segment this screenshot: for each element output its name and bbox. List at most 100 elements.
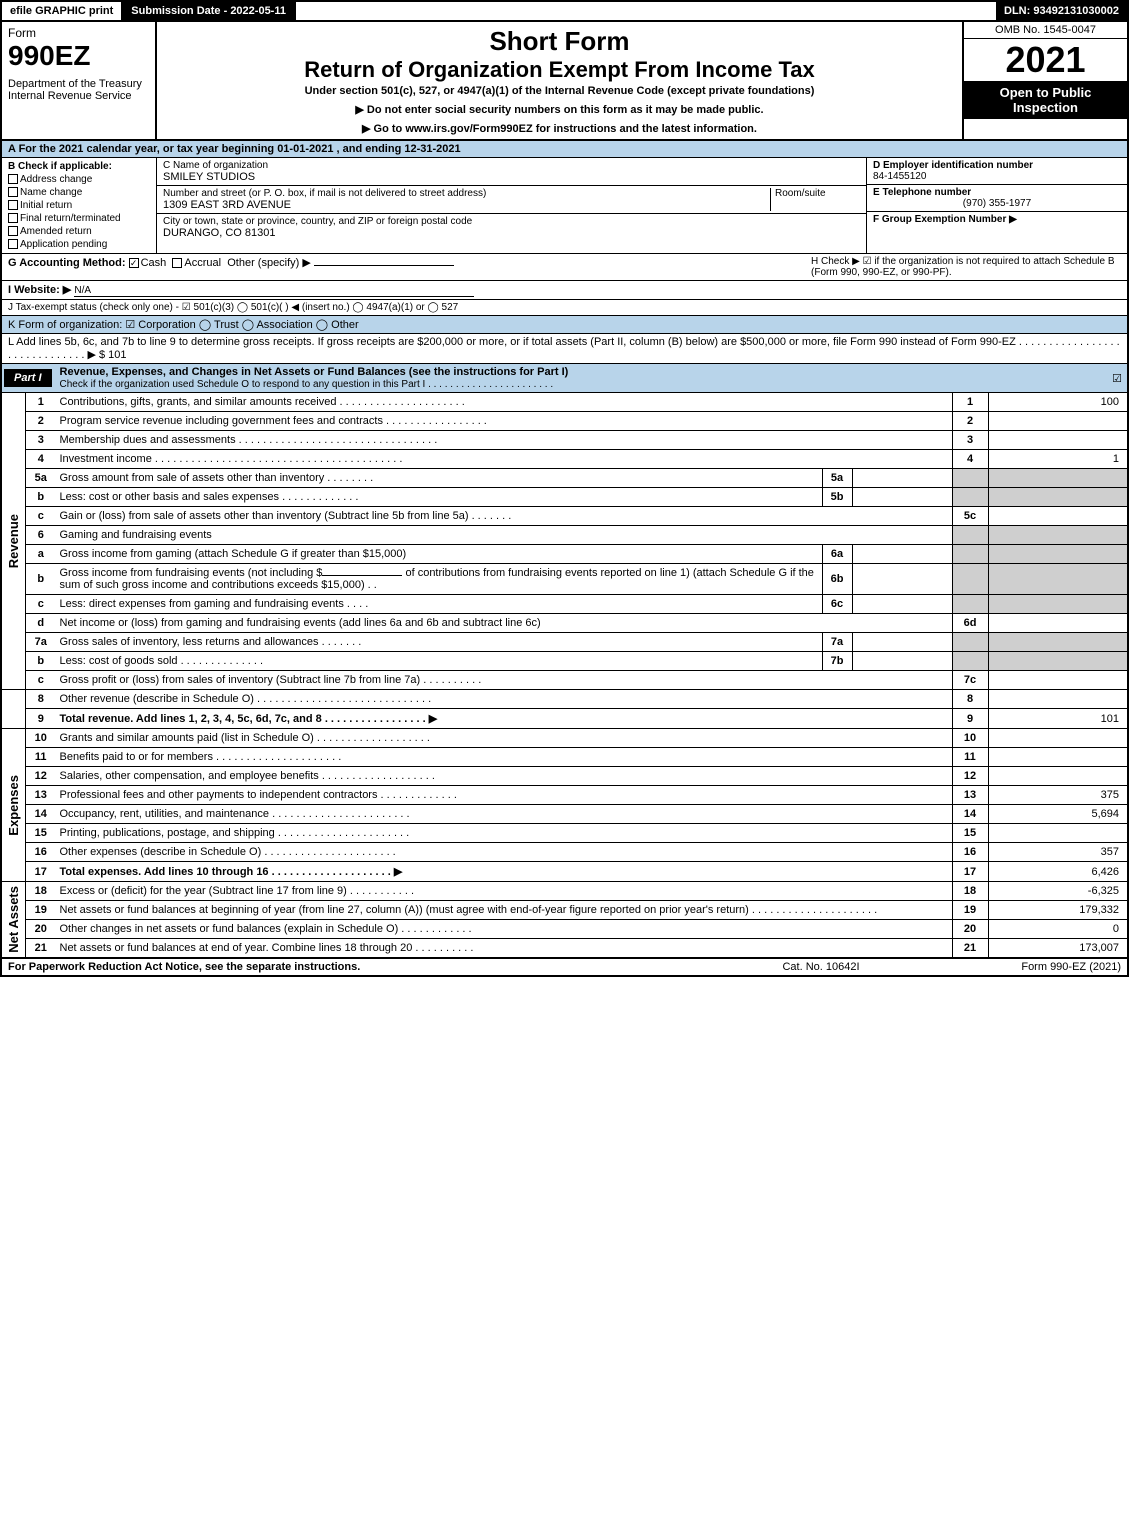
lines-table: Revenue 1 Contributions, gifts, grants, … — [0, 393, 1129, 958]
line-21-rn: 21 — [952, 939, 988, 958]
line-7b-rn — [952, 652, 988, 671]
line-14-amt: 5,694 — [988, 805, 1128, 824]
line-5b-amt — [988, 488, 1128, 507]
chk-name-change[interactable]: Name change — [8, 187, 150, 198]
line-10-desc: Grants and similar amounts paid (list in… — [56, 729, 953, 748]
section-b: B Check if applicable: Address change Na… — [2, 158, 157, 253]
tax-year: 2021 — [964, 39, 1127, 81]
chk-final-return-label: Final return/terminated — [20, 213, 121, 224]
line-1-desc: Contributions, gifts, grants, and simila… — [56, 393, 953, 412]
line-6-rn — [952, 526, 988, 545]
room-hint: Room/suite — [775, 188, 860, 199]
line-4-desc: Investment income . . . . . . . . . . . … — [56, 450, 953, 469]
line-16-desc: Other expenses (describe in Schedule O) … — [56, 843, 953, 862]
header-left: Form 990EZ Department of the Treasury In… — [2, 22, 157, 139]
line-2-desc: Program service revenue including govern… — [56, 412, 953, 431]
line-7a-desc: Gross sales of inventory, less returns a… — [56, 633, 823, 652]
line-15-amt — [988, 824, 1128, 843]
open-to-public: Open to Public Inspection — [964, 81, 1127, 119]
line-20-rn: 20 — [952, 920, 988, 939]
line-5c-desc: Gain or (loss) from sale of assets other… — [56, 507, 953, 526]
line-7a-num: 7a — [26, 633, 56, 652]
accounting-method: G Accounting Method: ✓Cash Accrual Other… — [8, 256, 811, 278]
line-5a: 5aGross amount from sale of assets other… — [1, 469, 1128, 488]
section-def: D Employer identification number 84-1455… — [867, 158, 1127, 253]
line-7c-desc: Gross profit or (loss) from sales of inv… — [56, 671, 953, 690]
line-17: 17Total expenses. Add lines 10 through 1… — [1, 862, 1128, 882]
part-i-checkbox[interactable]: ☑ — [1107, 372, 1127, 385]
line-3: 3Membership dues and assessments . . . .… — [1, 431, 1128, 450]
other-specify-input[interactable] — [314, 265, 454, 266]
line-12-desc: Salaries, other compensation, and employ… — [56, 767, 953, 786]
city-hint: City or town, state or province, country… — [163, 216, 860, 227]
line-6b-num: b — [26, 564, 56, 595]
line-7c-num: c — [26, 671, 56, 690]
top-bar: efile GRAPHIC print Submission Date - 20… — [0, 0, 1129, 22]
tax-exempt-status: J Tax-exempt status (check only one) - ☑… — [8, 302, 1121, 313]
line-13-rn: 13 — [952, 786, 988, 805]
line-5c-amt — [988, 507, 1128, 526]
line-7a-subval — [852, 633, 952, 652]
line-5a-num: 5a — [26, 469, 56, 488]
department: Department of the Treasury Internal Reve… — [8, 78, 149, 102]
line-3-rn: 3 — [952, 431, 988, 450]
form-ref: Form 990-EZ (2021) — [921, 961, 1121, 973]
omb-number: OMB No. 1545-0047 — [964, 22, 1127, 39]
line-10-amt — [988, 729, 1128, 748]
under-section: Under section 501(c), 527, or 4947(a)(1)… — [163, 85, 956, 97]
chk-address-change[interactable]: Address change — [8, 174, 150, 185]
line-9-desc: Total revenue. Add lines 1, 2, 3, 4, 5c,… — [56, 709, 953, 729]
chk-cash[interactable]: ✓ — [129, 258, 139, 268]
chk-application-pending[interactable]: Application pending — [8, 239, 150, 250]
line-6b-blank[interactable] — [322, 575, 402, 576]
submission-date: Submission Date - 2022-05-11 — [123, 2, 296, 20]
line-6b-amt — [988, 564, 1128, 595]
line-8-num: 8 — [26, 690, 56, 709]
ssn-warning: ▶ Do not enter social security numbers o… — [163, 103, 956, 116]
f-label: F Group Exemption Number ▶ — [873, 214, 1017, 225]
line-6d: dNet income or (loss) from gaming and fu… — [1, 614, 1128, 633]
line-7a-rn — [952, 633, 988, 652]
line-5a-desc: Gross amount from sale of assets other t… — [56, 469, 823, 488]
line-6: 6Gaming and fundraising events — [1, 526, 1128, 545]
line-8-desc: Other revenue (describe in Schedule O) .… — [56, 690, 953, 709]
main-title: Return of Organization Exempt From Incom… — [163, 57, 956, 83]
line-6b: bGross income from fundraising events (n… — [1, 564, 1128, 595]
mid-rows: G Accounting Method: ✓Cash Accrual Other… — [0, 254, 1129, 364]
part-i-title: Revenue, Expenses, and Changes in Net As… — [60, 366, 569, 378]
line-7a-sublbl: 7a — [822, 633, 852, 652]
line-6a-desc: Gross income from gaming (attach Schedul… — [56, 545, 823, 564]
revenue-side-label: Revenue — [1, 393, 26, 690]
line-7b: bLess: cost of goods sold . . . . . . . … — [1, 652, 1128, 671]
line-10-num: 10 — [26, 729, 56, 748]
line-18-rn: 18 — [952, 882, 988, 901]
line-7c-rn: 7c — [952, 671, 988, 690]
goto-link[interactable]: ▶ Go to www.irs.gov/Form990EZ for instru… — [163, 122, 956, 135]
line-7c-amt — [988, 671, 1128, 690]
row-k: K Form of organization: ☑ Corporation ◯ … — [2, 316, 1127, 334]
chk-amended-return[interactable]: Amended return — [8, 226, 150, 237]
org-name-hint: C Name of organization — [163, 160, 860, 171]
efile-print[interactable]: efile GRAPHIC print — [2, 2, 123, 20]
chk-accrual[interactable] — [172, 258, 182, 268]
line-5c: cGain or (loss) from sale of assets othe… — [1, 507, 1128, 526]
row-l: L Add lines 5b, 6c, and 7b to line 9 to … — [2, 334, 1127, 364]
chk-initial-return[interactable]: Initial return — [8, 200, 150, 211]
line-14-num: 14 — [26, 805, 56, 824]
part-i-title-block: Revenue, Expenses, and Changes in Net As… — [54, 364, 1107, 392]
line-11-desc: Benefits paid to or for members . . . . … — [56, 748, 953, 767]
line-18-num: 18 — [26, 882, 56, 901]
g-accrual: Accrual — [184, 257, 221, 269]
line-5b-rn — [952, 488, 988, 507]
chk-name-change-label: Name change — [20, 187, 82, 198]
line-6c: cLess: direct expenses from gaming and f… — [1, 595, 1128, 614]
line-17-desc: Total expenses. Add lines 10 through 16 … — [56, 862, 953, 882]
chk-final-return[interactable]: Final return/terminated — [8, 213, 150, 224]
line-5a-subval — [852, 469, 952, 488]
line-4: 4Investment income . . . . . . . . . . .… — [1, 450, 1128, 469]
line-9-amt: 101 — [988, 709, 1128, 729]
line-11-amt — [988, 748, 1128, 767]
line-13-num: 13 — [26, 786, 56, 805]
line-6c-rn — [952, 595, 988, 614]
line-20-amt: 0 — [988, 920, 1128, 939]
